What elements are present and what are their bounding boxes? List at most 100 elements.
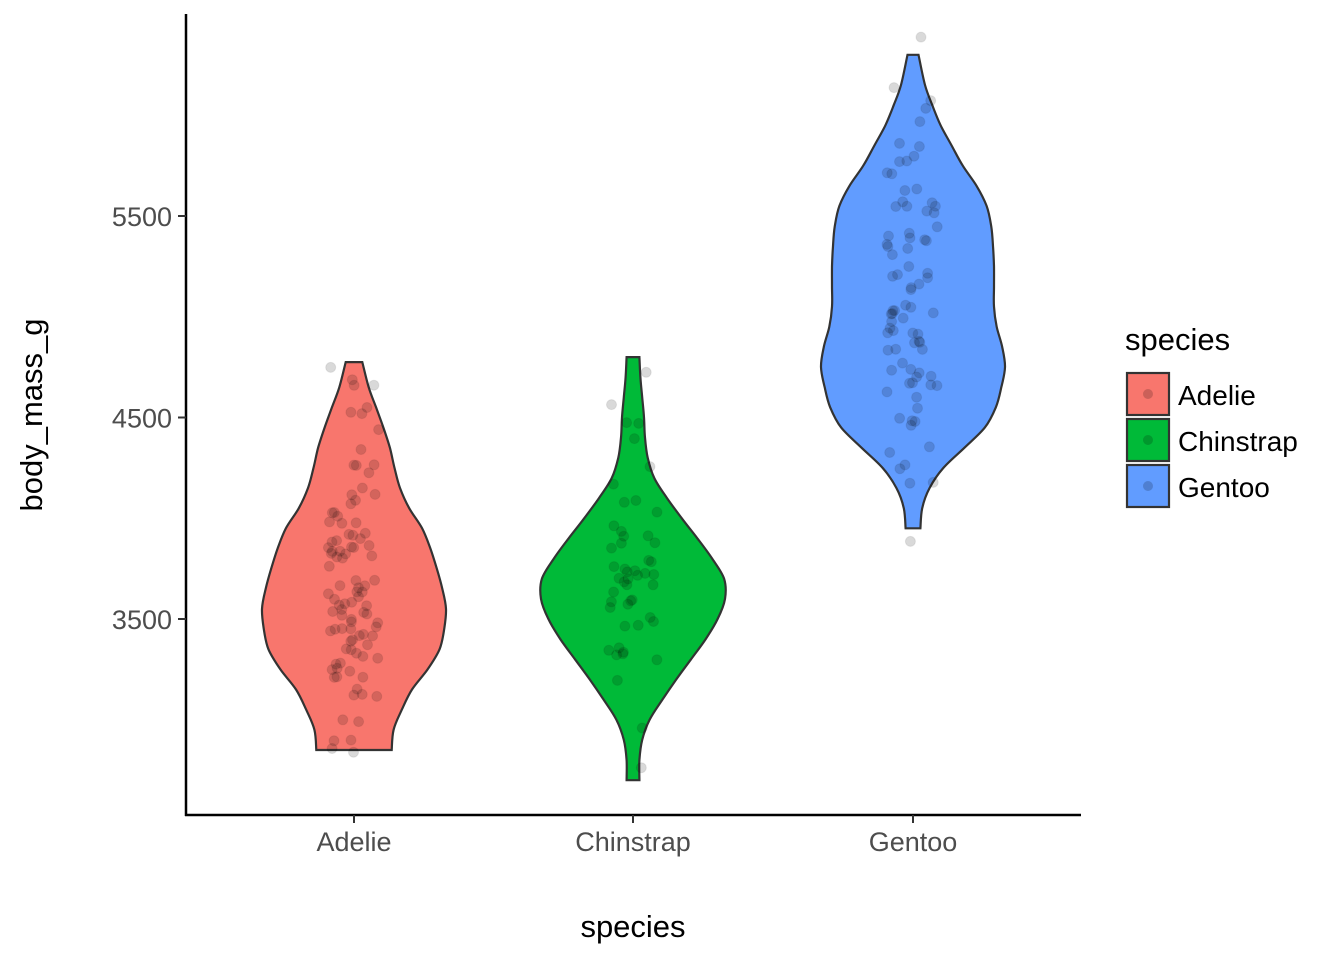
point-gentoo [881,238,893,250]
point-chinstrap [621,417,633,429]
point-adelie [346,489,358,501]
point-chinstrap [618,496,630,508]
point-adelie [353,582,364,594]
point-chinstrap [613,572,625,584]
point-gentoo [894,156,905,168]
point-gentoo [911,391,923,403]
point-adelie [369,574,381,586]
point-adelie [336,604,348,615]
point-gentoo [921,205,933,217]
point-adelie [328,507,340,518]
point-adelie [325,361,337,373]
point-adelie [327,606,339,617]
legend-label-gentoo: Gentoo [1178,472,1270,503]
point-chinstrap [632,619,644,631]
point-chinstrap [615,525,627,537]
point-chinstrap [604,602,616,613]
point-chinstrap [636,722,648,734]
point-adelie [332,510,344,522]
point-gentoo [913,367,925,379]
point-adelie [329,593,340,605]
point-adelie [350,647,362,659]
point-adelie [368,379,380,391]
point-gentoo [911,183,923,195]
point-adelie [323,560,335,572]
point-gentoo [890,201,902,212]
point-adelie [359,527,371,539]
legend-key-gentoo [1125,463,1171,509]
point-chinstrap [625,595,637,607]
point-adelie [331,551,343,563]
point-chinstrap [613,642,625,654]
point-gentoo [928,207,940,219]
point-chinstrap [628,433,640,445]
point-chinstrap [644,612,656,623]
point-gentoo [889,305,901,317]
x-axis-ticks: Adelie Chinstrap Gentoo [316,815,957,857]
point-gentoo [903,261,915,272]
point-gentoo [894,463,906,475]
point-chinstrap [618,530,630,542]
point-adelie [361,600,373,612]
point-gentoo [897,312,909,324]
point-gentoo [912,402,923,414]
point-gentoo [901,200,913,212]
point-adelie [346,374,358,386]
point-adelie [372,652,384,664]
x-tick-label: Adelie [316,827,391,857]
point-chinstrap [603,644,615,656]
legend-key-point [1143,389,1153,399]
point-adelie [326,743,338,754]
violins-layer [260,53,1007,782]
point-gentoo [899,185,911,196]
point-adelie [334,657,346,669]
legend-key-point [1143,481,1153,491]
point-chinstrap [605,596,617,608]
point-gentoo [931,380,943,392]
point-adelie [361,608,373,620]
point-chinstrap [644,461,656,473]
point-gentoo [907,327,919,339]
point-adelie [359,580,371,592]
point-adelie [350,517,362,529]
point-gentoo [927,476,939,488]
y-axis-title: body_mass_g [14,318,49,511]
point-adelie [340,548,352,560]
point-gentoo [886,168,898,180]
point-gentoo [886,316,898,327]
point-gentoo [902,243,914,254]
point-adelie [344,665,356,677]
point-gentoo [925,370,937,382]
point-adelie [355,444,367,455]
point-chinstrap [632,569,644,581]
point-adelie [362,639,373,651]
point-chinstrap [639,567,651,579]
point-gentoo [904,232,916,244]
point-gentoo [927,307,939,319]
point-gentoo [903,227,915,239]
point-chinstrap [618,576,630,588]
point-gentoo [897,357,908,369]
point-adelie [346,541,357,553]
legend-title: species [1125,322,1230,357]
point-chinstrap [633,417,645,429]
point-chinstrap [619,563,631,575]
y-tick-label: 5500 [112,202,172,232]
point-chinstrap [608,561,620,573]
point-adelie [357,628,369,640]
point-gentoo [904,535,916,547]
legend-label-chinstrap: Chinstrap [1178,426,1298,457]
point-chinstrap [611,649,623,661]
point-gentoo [913,141,925,152]
point-adelie [325,547,337,559]
point-adelie [356,482,368,494]
point-gentoo [885,308,897,320]
point-adelie [351,586,363,598]
point-gentoo [923,441,935,453]
point-adelie [350,494,361,506]
point-adelie [350,459,362,471]
point-gentoo [886,364,898,376]
y-tick-label: 4500 [112,404,172,434]
point-adelie [348,542,360,553]
